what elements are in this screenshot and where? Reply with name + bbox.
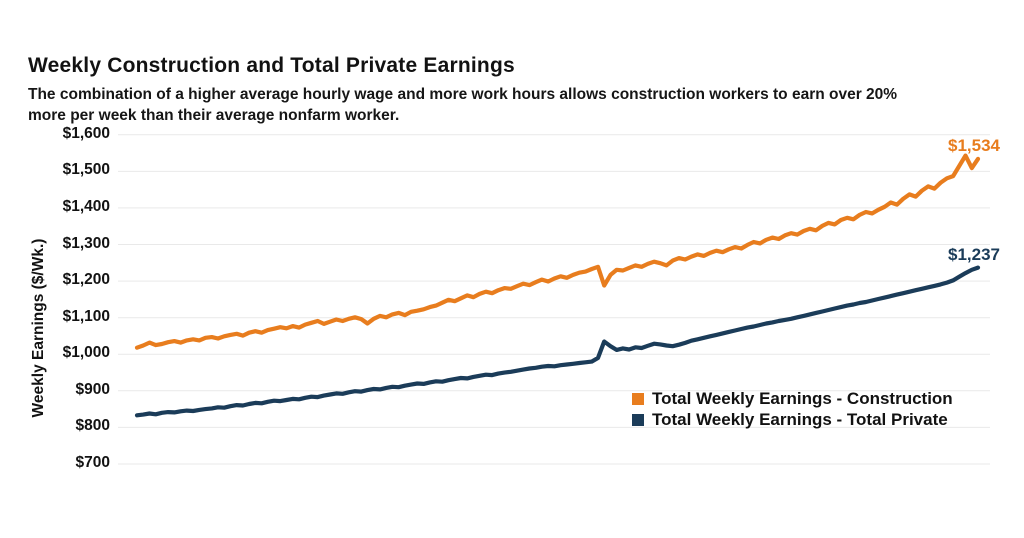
end-label-total-private: $1,237 — [948, 244, 1000, 264]
chart-subtitle-line-1: The combination of a higher average hour… — [28, 86, 898, 103]
y-tick-label: $1,100 — [62, 307, 110, 325]
chart-title: Weekly Construction and Total Private Ea… — [28, 54, 515, 77]
y-tick-label: $1,400 — [62, 197, 110, 215]
chart-subtitle-line-2: more per week than their average nonfarm… — [28, 107, 400, 124]
chart-subtitle: The combination of a higher average hour… — [28, 84, 897, 126]
legend-label-total-private: Total Weekly Earnings - Total Private — [652, 409, 948, 429]
end-label-construction: $1,534 — [948, 135, 1000, 155]
y-tick-label: $1,300 — [62, 234, 110, 252]
legend-swatch-total-private-icon — [632, 413, 644, 426]
y-tick-label: $1,600 — [62, 124, 110, 142]
y-tick-label: $1,000 — [62, 344, 110, 362]
y-tick-label: $700 — [75, 454, 110, 471]
y-tick-label: $800 — [75, 417, 110, 435]
legend: Total Weekly Earnings - Construction Tot… — [632, 388, 953, 430]
legend-swatch-construction-icon — [632, 392, 644, 405]
y-tick-label: $1,200 — [62, 271, 110, 289]
series-line-construction — [134, 153, 981, 350]
legend-label-construction: Total Weekly Earnings - Construction — [652, 388, 953, 408]
y-tick-label: $1,500 — [62, 161, 110, 179]
series-line-total-private — [134, 265, 981, 418]
legend-item-total-private: Total Weekly Earnings - Total Private — [632, 409, 953, 430]
legend-item-construction: Total Weekly Earnings - Construction — [632, 388, 953, 409]
y-tick-label: $900 — [75, 380, 110, 398]
